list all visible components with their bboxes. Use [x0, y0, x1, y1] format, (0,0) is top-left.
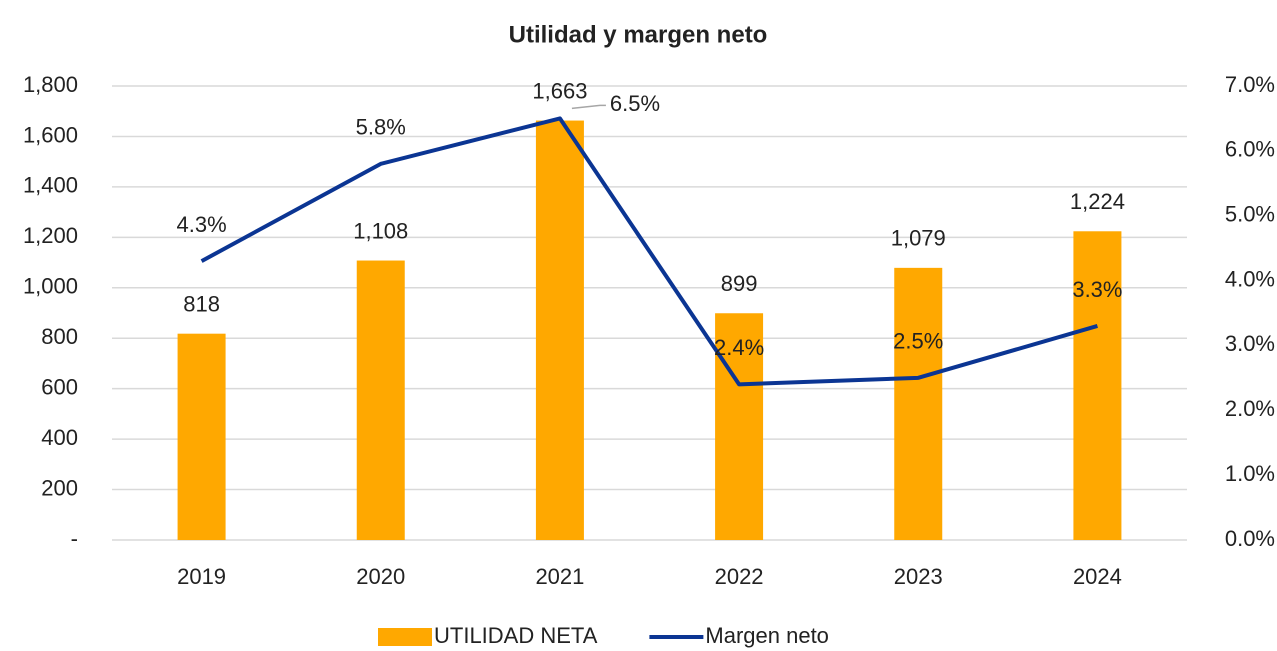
y2-tick-label: 4.0%: [1225, 266, 1275, 291]
y-tick-label: -: [71, 526, 78, 551]
line-value-label: 2.5%: [893, 329, 943, 354]
y2-tick-label: 3.0%: [1225, 331, 1275, 356]
bar: [894, 267, 943, 540]
bar: [535, 120, 584, 540]
y-tick-label: 1,600: [23, 122, 78, 147]
y-tick-label: 200: [41, 475, 78, 500]
line-value-label: 3.3%: [1072, 277, 1122, 302]
legend-label: Margen neto: [705, 623, 829, 648]
y-tick-label: 400: [41, 425, 78, 450]
x-tick-label: 2023: [894, 564, 943, 589]
bar-value-label: 1,663: [532, 78, 587, 103]
line-value-label: 4.3%: [177, 212, 227, 237]
y2-tick-label: 0.0%: [1225, 526, 1275, 551]
y2-tick-label: 7.0%: [1225, 72, 1275, 97]
bar: [715, 313, 764, 540]
y2-tick-label: 6.0%: [1225, 137, 1275, 162]
bar: [356, 260, 405, 540]
x-tick-label: 2024: [1073, 564, 1122, 589]
y2-tick-label: 1.0%: [1225, 461, 1275, 486]
x-tick-label: 2020: [356, 564, 405, 589]
bar-value-label: 1,079: [891, 226, 946, 251]
y-tick-label: 800: [41, 324, 78, 349]
x-tick-label: 2021: [535, 564, 584, 589]
line-value-label: 2.4%: [714, 335, 764, 360]
chart-title: Utilidad y margen neto: [509, 21, 768, 48]
y2-tick-label: 5.0%: [1225, 202, 1275, 227]
bar-value-label: 1,108: [353, 218, 408, 243]
bar: [177, 333, 226, 540]
leader-line: [571, 104, 606, 110]
line: [200, 116, 1098, 387]
bar: [1073, 231, 1122, 540]
bar-value-label: 818: [183, 291, 220, 316]
bar-value-label: 1,224: [1070, 189, 1125, 214]
line-value-label: 6.5%: [610, 91, 660, 116]
line-value-label: 5.8%: [356, 115, 406, 140]
y-tick-label: 1,200: [23, 223, 78, 248]
y2-tick-label: 2.0%: [1225, 396, 1275, 421]
y-tick-label: 600: [41, 374, 78, 399]
x-tick-label: 2022: [715, 564, 764, 589]
legend-swatch: [378, 628, 432, 646]
y-tick-label: 1,000: [23, 274, 78, 299]
y-tick-label: 1,400: [23, 173, 78, 198]
legend-label: UTILIDAD NETA: [434, 623, 598, 648]
bar-value-label: 899: [721, 271, 758, 296]
y-tick-label: 1,800: [23, 72, 78, 97]
x-tick-label: 2019: [177, 564, 226, 589]
